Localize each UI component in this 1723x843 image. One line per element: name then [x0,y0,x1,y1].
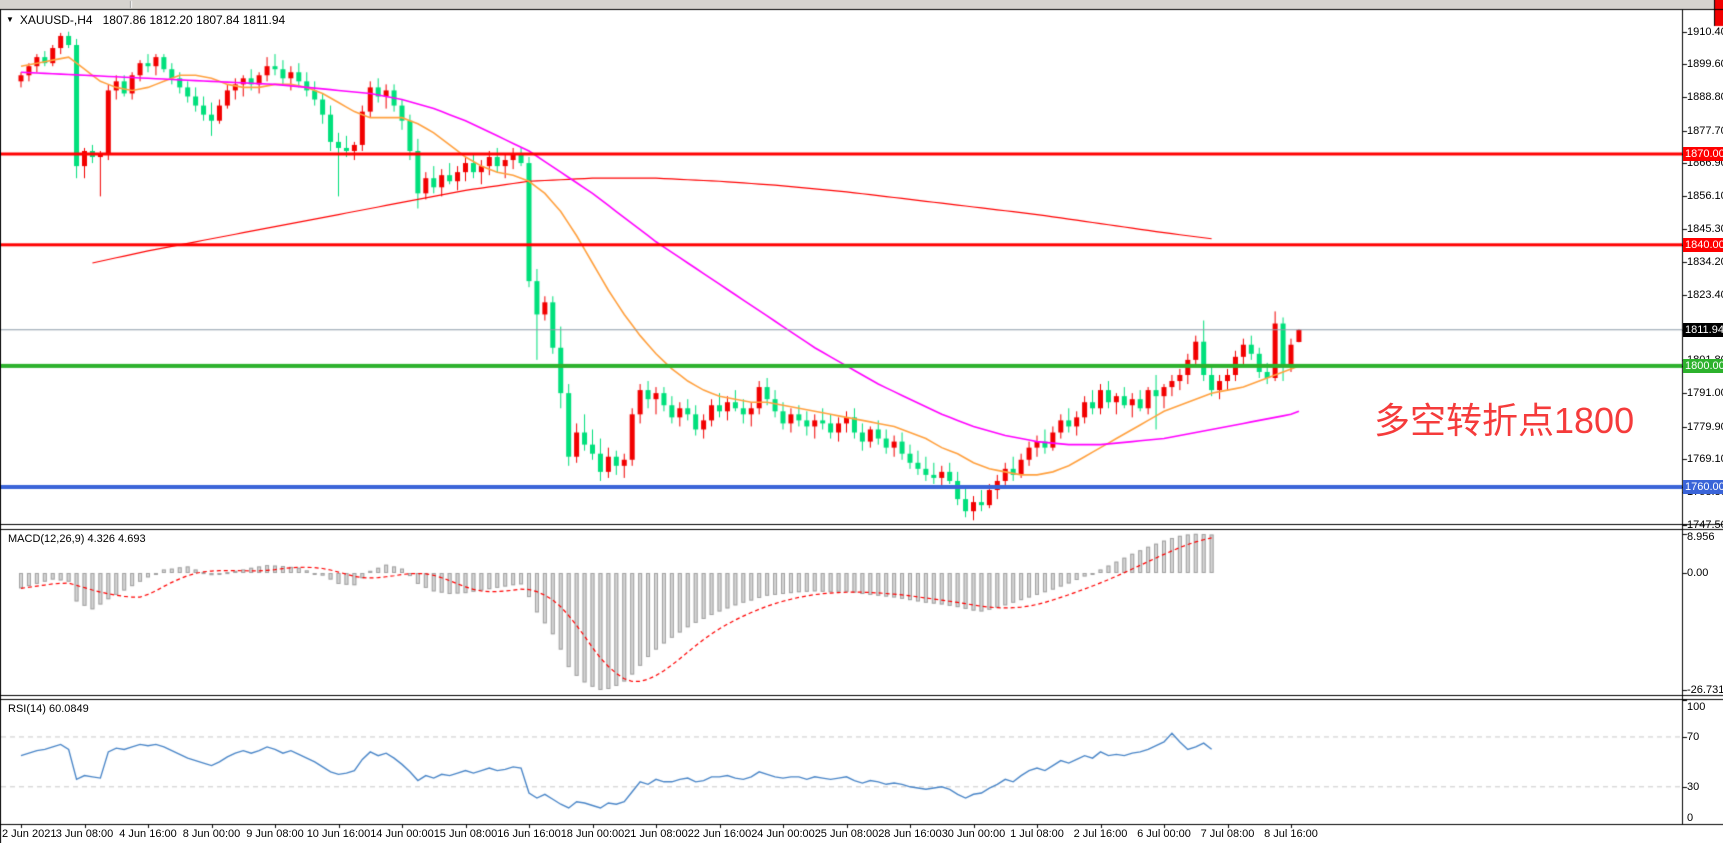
trade-annotation: 多空转折点1800 [1374,400,1635,441]
symbol-dropdown-icon[interactable]: ▼ [6,15,14,24]
current-price-badge: 1811.94 [1683,322,1723,337]
chart-title[interactable]: ▼ XAUUSD-,H4 1807.86 1812.20 1807.84 1811.… [6,13,285,27]
ohlc-values: 1807.86 1812.20 1807.84 1811.94 [102,13,286,27]
price-level-badge-1760: 1760.00 [1683,479,1723,494]
symbol-period-label: XAUUSD-,H4 [19,13,93,27]
rsi-indicator-label: RSI(14) 60.0849 [8,703,89,715]
price-level-badge-1800: 1800.00 [1683,358,1723,373]
price-level-badge-1870: 1870.00 [1683,146,1723,161]
price-level-badge-1840: 1840.00 [1683,237,1723,252]
macd-indicator-label: MACD(12,26,9) 4.326 4.693 [8,533,146,545]
